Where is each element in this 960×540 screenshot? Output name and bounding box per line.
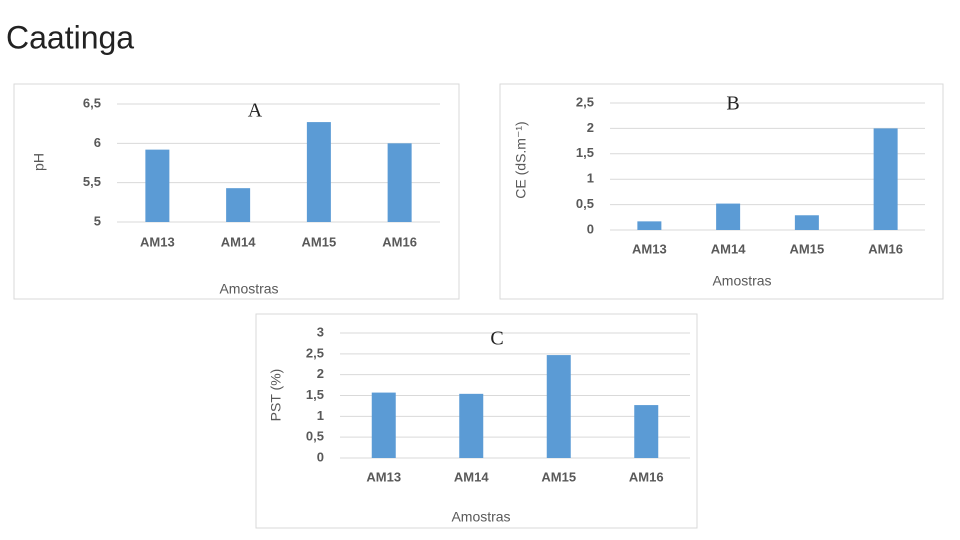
y-tick-label: 6 (94, 135, 101, 150)
bar (637, 221, 662, 230)
y-axis-title: pH (31, 153, 47, 171)
y-tick-label: 0 (317, 449, 324, 464)
x-tick-label: AM14 (221, 234, 256, 249)
y-axis-title: CE (dS.m⁻¹) (513, 121, 529, 198)
bar (716, 203, 741, 230)
y-tick-label: 5,5 (83, 174, 101, 189)
panel-label: A (248, 100, 263, 122)
y-tick-label: 2,5 (306, 345, 324, 360)
x-tick-label: AM13 (632, 241, 667, 256)
y-tick-label: 0 (587, 221, 594, 236)
bar (371, 392, 396, 458)
x-tick-label: AM16 (382, 234, 417, 249)
bar (226, 188, 251, 222)
y-tick-label: 1 (317, 408, 324, 423)
x-tick-label: AM13 (366, 469, 401, 484)
bar (306, 122, 331, 222)
y-tick-label: 0,5 (576, 196, 594, 211)
y-tick-label: 5 (94, 213, 101, 228)
y-tick-label: 0,5 (306, 429, 324, 444)
slide-title: Caatinga (6, 19, 134, 55)
x-tick-label: AM15 (541, 469, 576, 484)
panel-label: C (490, 328, 503, 350)
x-axis-title: Amostras (712, 273, 771, 289)
bar (794, 215, 819, 230)
y-tick-label: 3 (317, 324, 324, 339)
bar (459, 393, 484, 458)
y-tick-label: 1 (587, 171, 594, 186)
x-axis-title: Amostras (219, 281, 278, 297)
bar (634, 405, 659, 458)
x-tick-label: AM15 (302, 234, 337, 249)
y-tick-label: 6,5 (83, 95, 101, 110)
x-tick-label: AM16 (629, 469, 664, 484)
bar (873, 128, 898, 230)
y-tick-label: 2,5 (576, 94, 594, 109)
y-axis-title: PST (%) (268, 369, 284, 422)
x-tick-label: AM15 (790, 241, 825, 256)
y-tick-label: 1,5 (306, 387, 324, 402)
bar (387, 143, 412, 222)
x-tick-label: AM13 (140, 234, 175, 249)
x-tick-label: AM14 (711, 241, 746, 256)
bar (546, 355, 571, 458)
y-tick-label: 1,5 (576, 145, 594, 160)
panel-label: B (726, 93, 739, 115)
y-tick-label: 2 (317, 366, 324, 381)
x-tick-label: AM16 (868, 241, 903, 256)
chart-frame (499, 83, 944, 300)
bar (145, 149, 170, 222)
x-tick-label: AM14 (454, 469, 489, 484)
y-tick-label: 2 (587, 120, 594, 135)
x-axis-title: Amostras (451, 509, 510, 525)
